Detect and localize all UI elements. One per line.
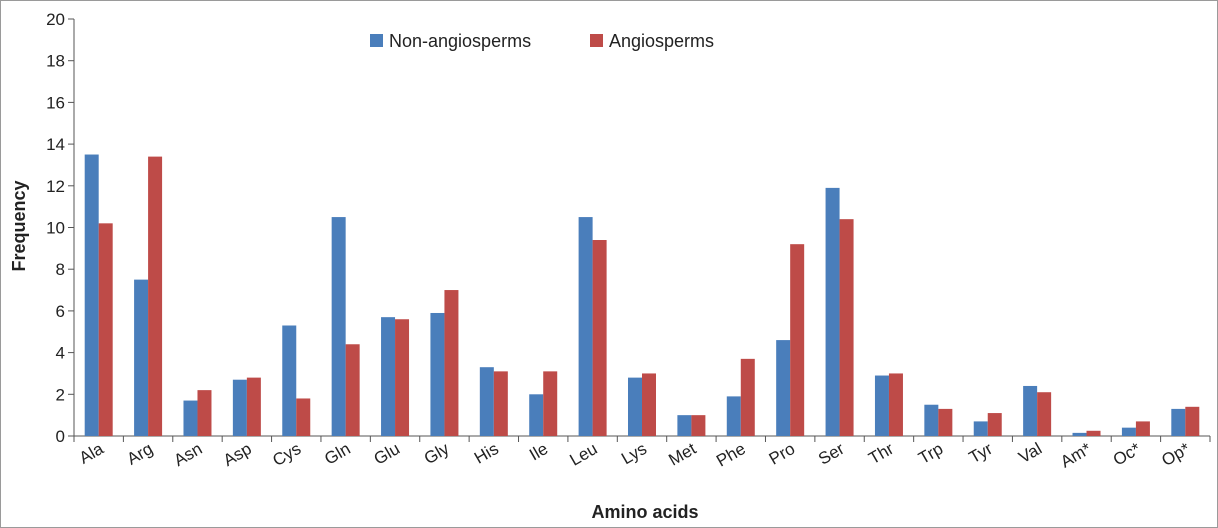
bar-angiosperms-oc-star	[1135, 421, 1150, 436]
legend: Non-angiosperms Angiosperms	[370, 31, 714, 51]
bar-angiosperms-am-star	[1086, 430, 1101, 436]
bar-non-angiosperms-thr	[874, 375, 889, 436]
y-tick-label: 12	[46, 177, 65, 196]
bar-angiosperms-op-star	[1185, 406, 1200, 436]
y-tick-label: 6	[56, 302, 65, 321]
bar-angiosperms-leu	[592, 240, 607, 436]
x-tick-label: Am*	[1057, 439, 1095, 472]
bar-angiosperms-asp	[246, 377, 261, 436]
bar-angiosperms-ser	[839, 219, 854, 436]
bar-non-angiosperms-ile	[529, 394, 544, 436]
bar-angiosperms-asn	[197, 390, 212, 436]
x-tick-label: Phe	[713, 439, 749, 471]
x-tick-label: Ser	[815, 439, 848, 469]
bar-non-angiosperms-arg	[134, 279, 149, 436]
bar-angiosperms-gly	[444, 290, 459, 436]
y-tick-label: 14	[46, 135, 65, 154]
x-tick-label: Oc*	[1110, 439, 1144, 470]
bar-non-angiosperms-phe	[726, 396, 741, 436]
bar-angiosperms-gln	[345, 344, 360, 436]
bar-angiosperms-trp	[938, 408, 953, 436]
bar-angiosperms-pro	[790, 244, 805, 436]
x-tick-label: Tyr	[966, 439, 996, 467]
bar-angiosperms-tyr	[987, 413, 1002, 436]
x-tick-label: Cys	[269, 439, 304, 470]
y-tick-label: 8	[56, 260, 65, 279]
y-tick-label: 2	[56, 385, 65, 404]
bar-non-angiosperms-lys	[628, 377, 642, 436]
bar-non-angiosperms-gly	[430, 312, 445, 436]
x-tick-label: Lys	[618, 439, 650, 468]
bar-non-angiosperms-tyr	[973, 421, 988, 436]
y-tick-label: 18	[46, 52, 65, 71]
y-tick-label: 16	[46, 93, 65, 112]
bar-angiosperms-cys	[296, 398, 311, 436]
x-tick-label: Glu	[371, 439, 403, 469]
bar-angiosperms-thr	[888, 373, 903, 436]
bar-angiosperms-lys	[642, 373, 656, 436]
y-axis-title: Frequency	[9, 180, 29, 271]
y-tick-label: 10	[46, 219, 65, 238]
x-tick-label: His	[471, 439, 502, 468]
y-tick-label: 0	[56, 427, 65, 446]
x-axis-title: Amino acids	[591, 502, 698, 522]
bar-angiosperms-ala	[98, 223, 113, 436]
bar-non-angiosperms-glu	[381, 317, 396, 436]
legend-swatch	[370, 34, 383, 47]
legend-swatch	[590, 34, 603, 47]
bar-non-angiosperms-gln	[331, 217, 346, 436]
bar-angiosperms-his	[493, 371, 508, 436]
bar-non-angiosperms-trp	[924, 404, 939, 436]
x-tick-label: Pro	[766, 439, 798, 469]
x-tick-label: Trp	[915, 439, 946, 468]
legend-label: Angiosperms	[609, 31, 714, 51]
bar-non-angiosperms-asn	[183, 400, 198, 436]
x-tick-label: Ile	[526, 439, 551, 464]
x-tick-label: Gln	[321, 439, 353, 469]
x-tick-label: Leu	[567, 439, 601, 470]
x-tick-label: Thr	[865, 439, 897, 468]
x-tick-label: Asn	[171, 439, 206, 470]
bar-non-angiosperms-ser	[825, 187, 840, 436]
bar-non-angiosperms-met	[677, 415, 692, 436]
bar-angiosperms-ile	[543, 371, 558, 436]
bar-angiosperms-met	[691, 415, 706, 436]
x-tick-label: Ala	[76, 439, 107, 468]
y-tick-label: 20	[46, 10, 65, 29]
x-tick-label: Met	[665, 439, 699, 470]
bar-non-angiosperms-pro	[776, 340, 791, 436]
x-tick-label: Gly	[421, 439, 453, 468]
legend-label: Non-angiosperms	[389, 31, 531, 51]
x-tick-label: Val	[1015, 439, 1045, 467]
bar-non-angiosperms-cys	[282, 325, 297, 436]
bar-non-angiosperms-am-star	[1072, 432, 1087, 436]
bar-non-angiosperms-asp	[232, 379, 247, 436]
bar-angiosperms-val	[1037, 392, 1052, 436]
bars	[84, 154, 1200, 437]
x-tick-label: Op*	[1158, 439, 1193, 470]
y-tick-label: 4	[56, 344, 65, 363]
bar-angiosperms-phe	[740, 358, 755, 436]
bar-non-angiosperms-op-star	[1171, 408, 1186, 436]
bar-non-angiosperms-oc-star	[1121, 427, 1136, 436]
bar-non-angiosperms-his	[479, 367, 494, 436]
bar-non-angiosperms-val	[1023, 385, 1038, 436]
x-tick-label: Asp	[220, 439, 255, 470]
bar-angiosperms-arg	[148, 156, 163, 437]
bar-angiosperms-glu	[395, 319, 410, 436]
bar-non-angiosperms-ala	[84, 154, 99, 436]
x-tick-label: Arg	[124, 439, 156, 469]
bar-non-angiosperms-leu	[578, 217, 593, 436]
